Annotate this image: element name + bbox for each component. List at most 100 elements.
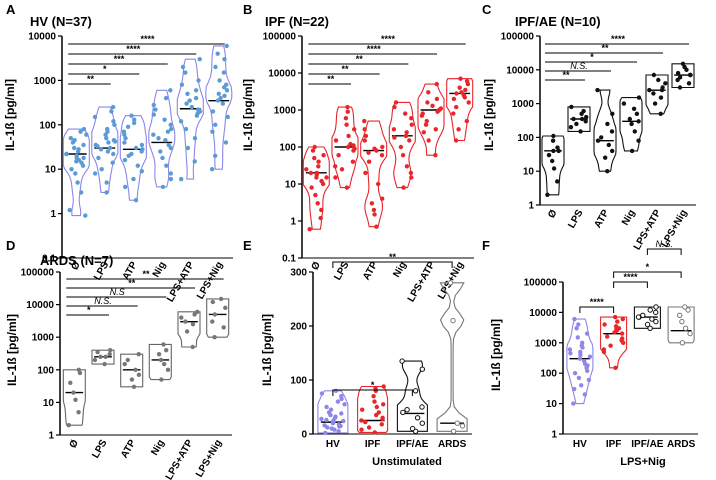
y-tick-label: 10	[43, 398, 55, 409]
data-point	[105, 126, 110, 132]
data-point	[81, 142, 86, 148]
data-point	[319, 207, 324, 213]
x-tick-label: HV	[573, 439, 587, 450]
violin-outline	[446, 78, 474, 142]
data-point	[372, 146, 377, 151]
data-point	[221, 70, 227, 75]
data-point	[68, 380, 73, 385]
data-point	[95, 349, 100, 355]
data-point	[184, 329, 190, 334]
data-point	[458, 76, 463, 81]
data-point	[602, 322, 607, 327]
data-point	[374, 404, 379, 410]
violin-outline	[567, 106, 591, 132]
data-point	[224, 43, 229, 49]
data-point	[371, 394, 376, 399]
panel-letter: B	[243, 2, 252, 17]
data-point	[653, 318, 659, 325]
data-point	[168, 176, 174, 182]
data-point	[551, 148, 556, 154]
data-point	[104, 136, 109, 141]
significance-label: **	[389, 252, 397, 262]
data-point	[109, 109, 114, 114]
data-point	[599, 135, 604, 140]
data-point	[569, 104, 574, 110]
comparison-bracket	[332, 389, 413, 396]
data-point	[380, 415, 385, 420]
data-point	[218, 296, 224, 302]
y-tick-label: 10000	[506, 65, 534, 76]
data-point	[404, 407, 410, 413]
data-point	[213, 122, 218, 128]
data-point	[64, 151, 70, 157]
data-point	[312, 155, 317, 161]
data-point	[680, 61, 686, 66]
data-point	[457, 85, 462, 90]
significance-label: ****	[367, 44, 382, 54]
data-point	[647, 87, 652, 93]
y-tick-label: 100000	[21, 268, 55, 279]
data-point	[403, 111, 408, 116]
data-point	[392, 104, 397, 110]
panel-e: E IL-1ß [pg/ml] Unstimulated 0 100 200 300 H…	[243, 238, 472, 468]
y-axis-label: IL-1ß [pg/ml]	[3, 79, 17, 151]
data-point	[322, 423, 327, 428]
data-point	[632, 129, 637, 134]
data-point	[111, 151, 116, 157]
panel-title: IPF/AE (N=10)	[515, 14, 601, 29]
data-point	[168, 88, 173, 93]
data-point	[98, 147, 104, 152]
data-point	[454, 104, 459, 110]
significance-label: *	[371, 380, 375, 390]
x-tick-label: ARDS	[438, 439, 467, 450]
data-point	[190, 344, 195, 350]
data-point	[169, 126, 174, 132]
data-point	[679, 318, 685, 325]
data-point	[165, 129, 171, 134]
data-point	[112, 139, 118, 144]
data-point	[462, 95, 467, 100]
y-tick-label: 10	[546, 399, 558, 410]
x-tick-label: Nig	[149, 438, 167, 457]
y-tick-label: 1000	[274, 106, 297, 117]
data-point	[658, 95, 664, 100]
data-point	[216, 91, 221, 97]
data-point	[369, 201, 375, 206]
data-point	[129, 377, 135, 382]
data-point	[359, 418, 364, 423]
violin-outline	[619, 97, 643, 152]
y-tick-label: 1	[50, 209, 56, 220]
x-tick-label: ATP	[361, 260, 380, 282]
data-point	[423, 122, 429, 127]
data-point	[459, 423, 466, 429]
data-point	[185, 145, 191, 151]
significance-label: *	[103, 64, 107, 74]
data-point	[125, 124, 131, 129]
data-point	[393, 100, 399, 105]
x-tick-label: IPF/AE	[396, 439, 429, 450]
data-point	[653, 304, 659, 310]
x-tick-label: IPF/AE	[631, 439, 664, 450]
data-point	[72, 138, 77, 143]
data-point	[131, 384, 137, 389]
data-point	[78, 129, 83, 134]
data-point	[627, 116, 632, 122]
data-point	[319, 178, 324, 184]
data-point	[687, 72, 693, 78]
data-point	[577, 356, 583, 361]
data-point	[179, 176, 184, 182]
x-tick-label: LPS+ATP	[164, 438, 196, 480]
data-point	[587, 354, 593, 359]
y-tick-label: 1000	[512, 99, 535, 110]
data-point	[73, 397, 78, 402]
data-point	[336, 429, 341, 434]
data-point	[308, 170, 314, 176]
data-point	[584, 331, 590, 336]
data-point	[647, 307, 653, 313]
significance-label: ****	[126, 44, 141, 54]
significance-label: ****	[590, 297, 605, 307]
x-axis-label: Unstimulated	[372, 456, 442, 468]
data-point	[168, 145, 173, 151]
data-point	[168, 122, 173, 128]
